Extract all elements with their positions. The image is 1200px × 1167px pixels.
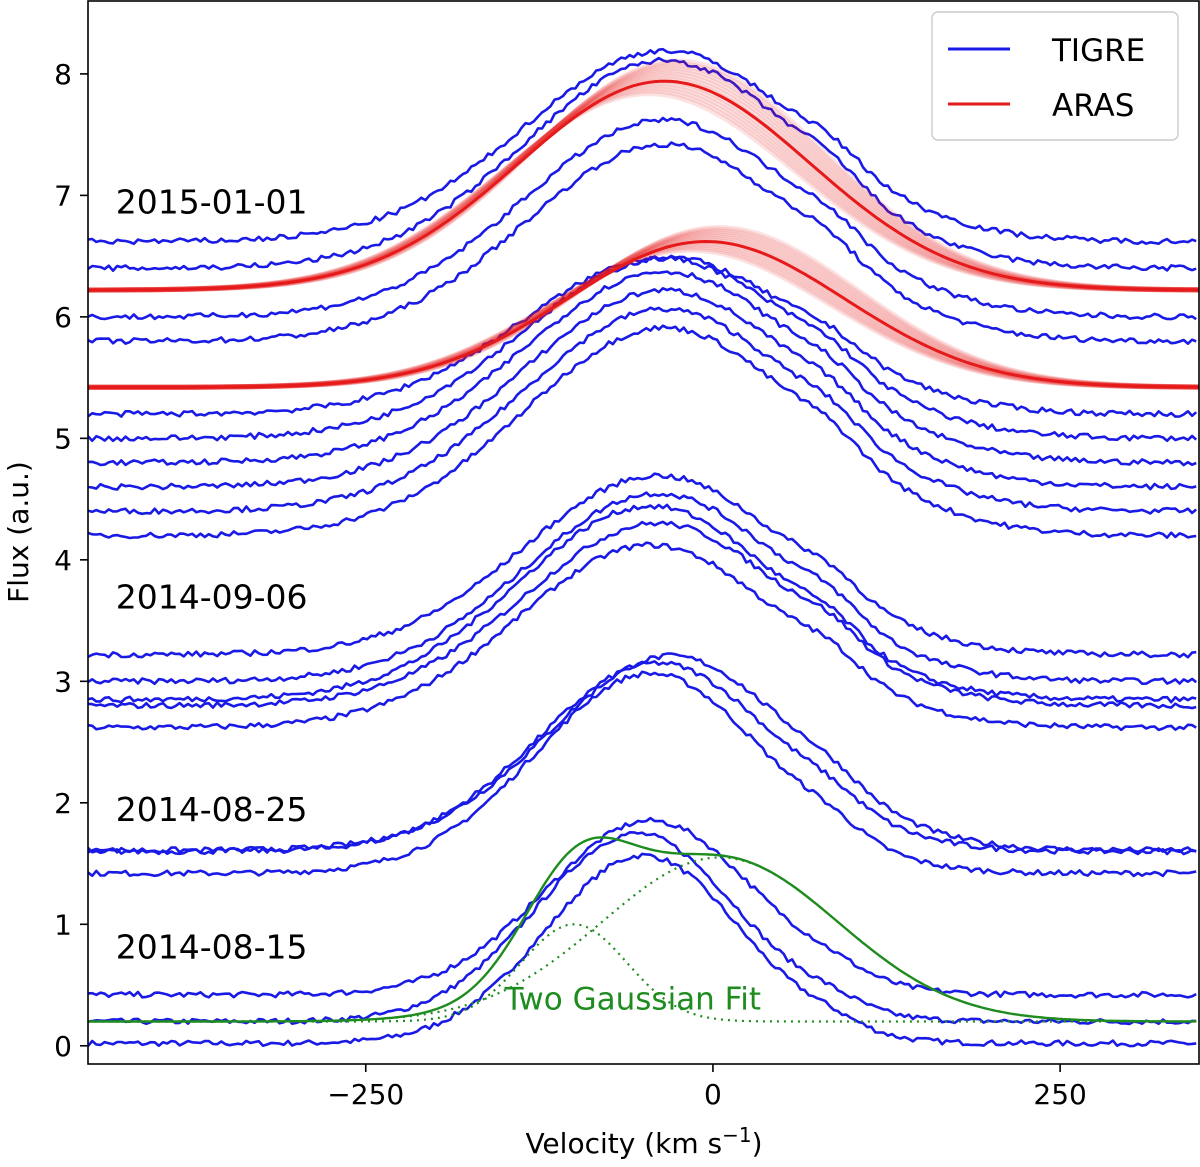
legend-box <box>931 11 1179 141</box>
epoch-label-0: 2015-01-01 <box>116 183 308 222</box>
y-tick-label-2: 2 <box>54 787 72 820</box>
aras-band-21-1 <box>88 245 1199 390</box>
legend-label-tigre: TIGRE <box>1051 33 1145 69</box>
series-tigre-3 <box>88 670 1197 878</box>
series-tigre-20 <box>88 47 1197 246</box>
aras-band-21-2 <box>88 244 1199 390</box>
x-axis-label-main: Velocity (km s <box>525 1127 722 1160</box>
series-tigre-19 <box>88 56 1197 272</box>
x-axis-label: Velocity (km s−1) <box>525 1123 762 1160</box>
series-tigre-8 <box>88 503 1197 704</box>
fit-label: Two Gaussian Fit <box>504 981 761 1017</box>
series-tigre-10 <box>88 472 1197 659</box>
fit-total-line <box>88 836 1197 1023</box>
x-tick-label-0: −250 <box>327 1078 404 1111</box>
y-axis-label: Flux (a.u.) <box>2 461 35 603</box>
series-layer <box>88 47 1200 1048</box>
y-tick-label-8: 8 <box>54 58 72 91</box>
legend-label-aras: ARAS <box>1052 88 1134 124</box>
aras-band-21-3 <box>88 242 1199 390</box>
series-tigre-12 <box>88 306 1198 516</box>
y-tick-label-6: 6 <box>54 301 72 334</box>
series-tigre-9 <box>88 491 1198 686</box>
y-tick-label-7: 7 <box>54 179 72 212</box>
series-tigre-11 <box>88 324 1197 540</box>
epoch-layer: 2015-01-01 2014-09-06 2014-08-25 2014-08-15 <box>116 183 308 967</box>
series-tigre-18 <box>88 116 1197 321</box>
aras-band-21-0 <box>88 247 1200 390</box>
series-tigre-14 <box>88 270 1197 467</box>
series-tigre-17 <box>88 141 1197 345</box>
y-tick-label-3: 3 <box>54 665 72 698</box>
series-tigre-7 <box>88 520 1197 710</box>
series-aras-22 <box>88 79 1200 292</box>
aras-band-21-13 <box>88 225 1199 390</box>
epoch-label-1: 2014-09-06 <box>116 577 308 616</box>
fit-layer <box>88 836 1197 1023</box>
y-tick-label-4: 4 <box>54 544 72 577</box>
legend: TIGRE ARAS <box>931 11 1179 141</box>
series-tigre-16 <box>88 254 1198 418</box>
series-tigre-5 <box>88 652 1197 855</box>
fit-component-0 <box>88 923 1197 1023</box>
series-tigre-6 <box>88 541 1197 732</box>
epoch-label-2: 2014-08-25 <box>116 790 308 829</box>
series-tigre-13 <box>88 287 1197 491</box>
x-tick-label-2: 250 <box>1033 1078 1086 1111</box>
series-aras-21 <box>88 239 1200 389</box>
y-tick-label-1: 1 <box>54 908 72 941</box>
y-tick-label-5: 5 <box>54 422 72 455</box>
plot-frame <box>87 0 1200 1065</box>
epoch-label-3: 2014-08-15 <box>116 927 308 966</box>
series-tigre-2 <box>88 816 1197 999</box>
series-tigre-1 <box>88 831 1197 1026</box>
y-tick-label-0: 0 <box>54 1030 72 1063</box>
x-axis-label-close: ) <box>752 1127 763 1160</box>
x-axis-label-sup: −1 <box>722 1123 751 1147</box>
x-tick-label-1: 0 <box>704 1078 722 1111</box>
ticks-layer: −250 0 250 0 1 2 3 4 5 6 7 8 <box>54 58 1087 1111</box>
series-tigre-0 <box>88 852 1197 1048</box>
